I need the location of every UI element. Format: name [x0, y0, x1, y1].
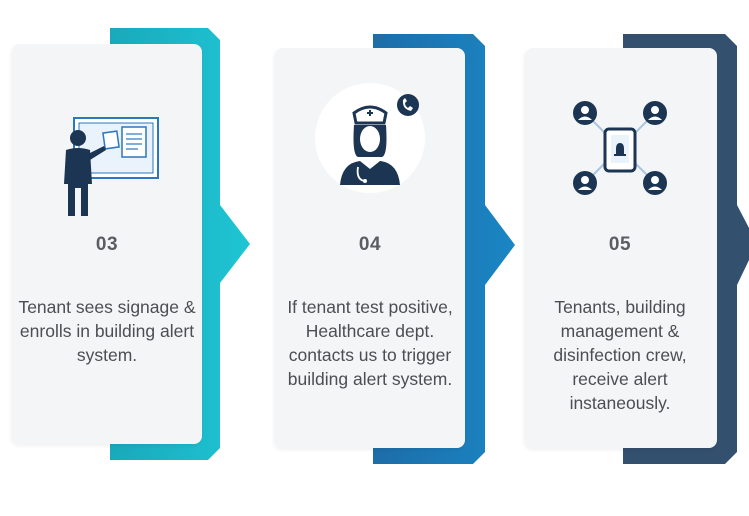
step-number: 04 — [358, 234, 382, 255]
step-03: 03 Tenant sees signage & enrolls in buil… — [0, 0, 260, 516]
person-at-bulletin-board-icon — [64, 117, 159, 216]
step-number: 05 — [608, 234, 632, 255]
phone-alert-network-icon — [573, 101, 667, 195]
step-number: 03 — [95, 234, 119, 255]
step-card: 05 Tenants, building management & disinf… — [525, 48, 717, 448]
step-description: Tenants, building management & disinfect… — [553, 297, 687, 413]
step-04: 04 If tenant test positive, Healthcare d… — [263, 0, 523, 516]
step-card: 03 Tenant sees signage & enrolls in buil… — [12, 44, 202, 444]
step-description: If tenant test positive, Healthcare dept… — [287, 297, 453, 389]
step-card: 04 If tenant test positive, Healthcare d… — [275, 48, 465, 448]
step-05: 05 Tenants, building management & disinf… — [513, 0, 749, 516]
nurse-phone-icon — [315, 83, 425, 193]
step-description: Tenant sees signage & enrolls in buildin… — [18, 297, 196, 365]
